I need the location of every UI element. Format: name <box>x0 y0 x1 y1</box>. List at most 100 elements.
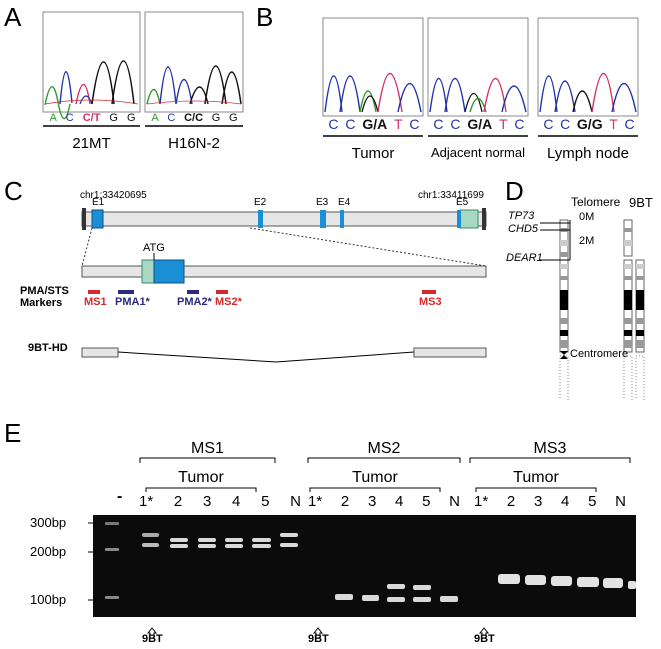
base-label: C/T <box>82 112 101 124</box>
arrow-label-9bt-ms2: 9BT <box>308 633 329 645</box>
base-label: C <box>450 116 461 132</box>
bases-adjacent-normal: C C G/A T C <box>430 116 528 132</box>
gene-chd5: CHD5 <box>508 223 538 235</box>
exon-e1-box <box>91 209 104 229</box>
base-label: C <box>514 116 525 132</box>
arrow-up-icon <box>146 627 158 639</box>
chromatogram-21mt <box>42 11 141 120</box>
chromosome-sample-label: 9BT <box>629 195 653 210</box>
ms3-bands <box>498 574 636 589</box>
lane-label: 3 <box>533 493 543 510</box>
coord-right: chr1:33411699 <box>418 190 484 201</box>
chromosome-diagram <box>540 219 645 400</box>
base-label: G/A <box>362 116 388 132</box>
lane-label: 4 <box>395 493 404 510</box>
lane-label: 1* <box>474 493 489 510</box>
gene-dear1: DEAR1 <box>506 252 543 264</box>
lane-label: N <box>449 493 460 510</box>
base-label: A <box>49 112 57 124</box>
lane-label: N <box>290 493 301 510</box>
sample-label-adjacent-normal: Adjacent normal <box>431 145 525 160</box>
base-label: C <box>65 112 74 124</box>
base-label: C <box>433 116 444 132</box>
base-label: C <box>167 112 176 124</box>
base-label: G <box>126 112 136 124</box>
exon-label-e2: E2 <box>254 197 267 208</box>
base-label: G/A <box>467 116 493 132</box>
lane-label: 4 <box>561 493 570 510</box>
lane-label: 5 <box>261 493 270 510</box>
exon-e4-box <box>340 210 344 228</box>
lane-label: 5 <box>422 493 431 510</box>
panel-letter-d: D <box>505 176 524 206</box>
bases-tumor: C C G/A T C <box>325 116 423 132</box>
exon-e3-box <box>320 210 326 228</box>
exon-e5-box <box>459 209 479 229</box>
gel-image <box>88 457 636 639</box>
chromatogram-h16n2 <box>144 11 244 113</box>
marker-ms1: MS1 <box>84 296 107 308</box>
bases-21mt: A C C/T G G <box>45 112 140 124</box>
chromatogram-adjacent-normal <box>427 17 529 117</box>
arrow-label-9bt-ms1: 9BT <box>142 633 163 645</box>
panel-letter-e: E <box>4 418 22 448</box>
lane-label: 3 <box>367 493 377 510</box>
lanes-ms1: 1* 2 3 4 5 N <box>139 493 301 510</box>
base-label: T <box>394 116 403 132</box>
chromatogram-tumor <box>322 17 424 117</box>
exon-label-e4: E4 <box>338 197 351 208</box>
base-label: G <box>109 112 118 124</box>
base-label: T <box>609 116 618 132</box>
chromosome-9bt <box>623 219 645 400</box>
exon-e2-box <box>258 210 263 228</box>
tumor-label-ms1: Tumor <box>178 469 224 486</box>
markers-title-1: PMA/STS <box>20 285 69 297</box>
lane-label: N <box>615 493 626 510</box>
base-label: C <box>624 116 635 132</box>
chromosome-reference <box>559 219 569 400</box>
base-label: C <box>328 116 339 132</box>
sequencing-traces <box>42 11 639 137</box>
exon-label-e5: E5 <box>456 197 469 208</box>
base-label: T <box>499 116 508 132</box>
chromatogram-lymph-node <box>537 17 639 117</box>
size-marker-100bp: 100bp <box>30 592 67 607</box>
sample-label-tumor: Tumor <box>351 145 395 162</box>
base-label: C <box>560 116 571 132</box>
panel-letter-c: C <box>4 176 23 206</box>
marker-ms3: MS3 <box>419 296 442 308</box>
arrow-label-9bt-ms3: 9BT <box>474 633 495 645</box>
base-label: C <box>345 116 356 132</box>
telomere-label: Telomere <box>571 195 621 209</box>
marker-pma2: PMA2* <box>177 296 212 308</box>
sample-label-lymph-node: Lymph node <box>546 145 629 162</box>
centromere-label: Centromere <box>570 348 629 360</box>
exon-label-e1: E1 <box>92 197 105 208</box>
marker-pma1: PMA1* <box>115 296 150 308</box>
exon-label-e3: E3 <box>316 197 329 208</box>
lanes-ms2: 1* 2 3 4 5 N <box>308 493 460 510</box>
base-label: C <box>543 116 554 132</box>
ms1-bands <box>142 533 298 548</box>
sample-label-21mt: 21MT <box>72 135 111 152</box>
base-label: C/C <box>184 112 204 124</box>
lane-label: 2 <box>340 493 350 510</box>
marker-ms2: MS2* <box>215 296 242 308</box>
markers-title-2: Markers <box>20 297 63 309</box>
lane-label: 1* <box>139 493 154 510</box>
scale-0m: 0M <box>579 211 595 223</box>
lane-label: 4 <box>232 493 241 510</box>
panel-letter-a: A <box>4 2 22 32</box>
base-label: A <box>151 112 159 124</box>
arrow-up-icon <box>312 627 324 639</box>
base-label: G/G <box>576 116 603 132</box>
deletion-label: 9BT-HD <box>28 342 68 354</box>
group-ms3: MS3 <box>533 440 567 457</box>
size-marker-300bp: 300bp <box>30 515 67 530</box>
tumor-label-ms3: Tumor <box>513 469 559 486</box>
coord-left: chr1:33420695 <box>80 190 147 201</box>
base-label: G <box>229 112 238 124</box>
lane-label: 5 <box>588 493 597 510</box>
panel-letter-b: B <box>256 2 274 32</box>
scale-2m: 2M <box>579 235 595 247</box>
